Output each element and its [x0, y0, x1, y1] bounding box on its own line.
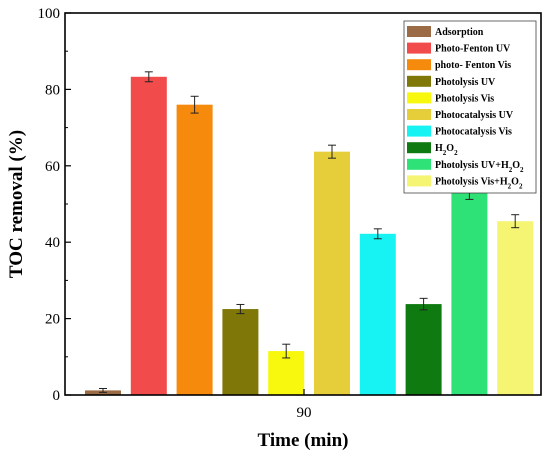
- legend-label: Photolysis UV+H2O2: [435, 160, 524, 174]
- y-axis-title: TOC removal (%): [6, 130, 27, 278]
- bar: [451, 192, 488, 395]
- legend-label: Photolysis Vis+H2O2: [435, 176, 523, 190]
- legend-label: Adsorption: [435, 27, 484, 38]
- bar: [405, 304, 442, 395]
- legend-swatch: [407, 42, 431, 54]
- bars-group: [85, 76, 534, 396]
- y-tick-label: 80: [45, 82, 60, 98]
- y-tick-label: 0: [53, 388, 61, 404]
- legend-label: Photocatalysis UV: [435, 110, 514, 121]
- legend-swatch: [407, 158, 431, 170]
- y-tick-label: 100: [38, 6, 61, 22]
- x-axis-title: Time (min): [258, 430, 349, 451]
- y-tick-label: 40: [45, 235, 60, 251]
- legend-label: Photocatalysis Vis: [435, 127, 512, 138]
- legend-swatch: [407, 59, 431, 71]
- error-bars-group: [99, 71, 520, 393]
- legend-label: Photo-Fenton UV: [435, 44, 511, 55]
- legend-label: Photolysis Vis: [435, 93, 494, 104]
- legend-label: H2O2: [435, 143, 458, 157]
- legend-swatch: [407, 109, 431, 120]
- bar: [359, 233, 396, 395]
- legend-swatch: [407, 75, 431, 87]
- legend-swatch: [407, 92, 431, 104]
- legend-swatch: [407, 26, 431, 37]
- legend-swatch: [407, 142, 431, 154]
- bar: [130, 76, 167, 395]
- bar: [176, 104, 213, 396]
- x-tick-label: 90: [297, 405, 312, 421]
- bar: [314, 151, 350, 395]
- legend-label: photo- Fenton Vis: [435, 60, 511, 71]
- bar: [497, 221, 534, 395]
- legend-label: Photolysis UV: [435, 77, 496, 88]
- legend: Adsorption Photo-Fenton UV photo- Fenton V…: [403, 20, 537, 194]
- y-axis-ticks: 0 20 40 60 80 100: [38, 6, 71, 404]
- y-tick-label: 20: [45, 312, 60, 328]
- legend-swatch: [407, 175, 431, 187]
- legend-swatch: [407, 125, 431, 137]
- y-tick-label: 60: [45, 159, 60, 175]
- bar: [222, 309, 259, 395]
